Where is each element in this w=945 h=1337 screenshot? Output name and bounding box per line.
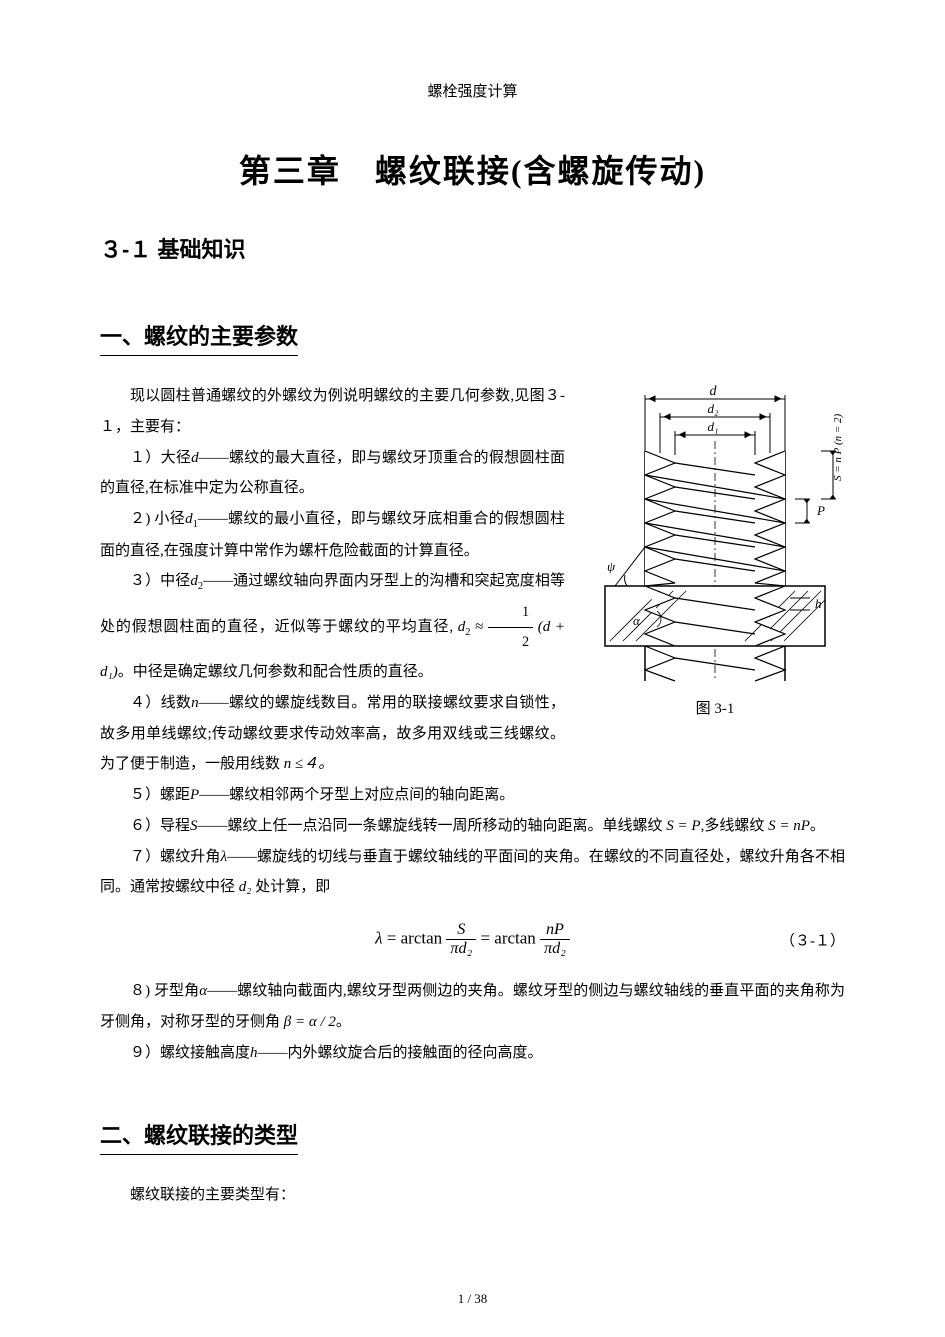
p3-f-den: 2 xyxy=(488,628,533,657)
eq-lambda: λ xyxy=(375,929,382,948)
figure-caption: 图 3-1 xyxy=(585,697,845,718)
p4-prefix: ４）线数 xyxy=(130,695,191,711)
svg-text:ψ: ψ xyxy=(607,559,616,574)
p6-var: S xyxy=(190,818,198,834)
equation-3-1: λ = arctan Sπd₂ = arctan nPπd₂ （３-１） xyxy=(100,921,845,958)
svg-text:d₂: d₂ xyxy=(707,401,719,416)
p5-prefix: ５）螺距 xyxy=(130,787,190,803)
p1-var: d xyxy=(191,450,199,466)
p9-var: h xyxy=(250,1045,258,1061)
thread-diagram-svg: d d₂ d₁ xyxy=(585,381,845,691)
p7-var2: d₂ xyxy=(235,879,255,895)
param-9: ９）螺纹接触高度h——内外螺纹旋合后的接触面的径向高度。 xyxy=(100,1038,845,1069)
param-5: ５）螺距P——螺纹相邻两个牙型上对应点间的轴向距离。 xyxy=(100,780,845,811)
p6-prefix: ６）导程 xyxy=(130,818,190,834)
page-header: 螺栓强度计算 xyxy=(100,80,845,101)
param-7: ７）螺纹升角λ——螺旋线的切线与垂直于螺纹轴线的平面间的夹角。在螺纹的不同直径处… xyxy=(100,842,845,904)
p3-f-sub: 2 xyxy=(465,627,470,638)
eq-f2n: nP xyxy=(540,921,570,940)
p3-tail: 。中径是确定螺纹几何参数和配合性质的直径。 xyxy=(118,664,433,680)
eq-arctan1: arctan xyxy=(401,929,443,948)
p7-tail: 处计算，即 xyxy=(255,879,330,895)
p4-var: n xyxy=(191,695,199,711)
p3-var: d xyxy=(190,573,198,589)
subsection-2: 二、螺纹联接的类型 xyxy=(100,1093,845,1180)
eq-f1d: πd₂ xyxy=(446,940,476,958)
p2-var: d xyxy=(185,511,193,527)
content-area: d d₂ d₁ xyxy=(100,381,845,1068)
p7-prefix: ７）螺纹升角 xyxy=(130,849,220,865)
p5-var: P xyxy=(190,787,199,803)
p9-body: ——内外螺纹旋合后的接触面的径向高度。 xyxy=(258,1045,543,1061)
figure-3-1: d d₂ d₁ xyxy=(585,381,845,718)
p3-f-approx: ≈ xyxy=(475,619,483,635)
svg-text:d₁: d₁ xyxy=(707,419,718,434)
param-6: ６）导程S——螺纹上任一点沿同一条螺旋线转一周所移动的轴向距离。单线螺纹 S =… xyxy=(100,811,845,842)
p9-prefix: ９）螺纹接触高度 xyxy=(130,1045,250,1061)
page-footer: 1 / 38 xyxy=(0,1291,945,1307)
p3-prefix: ３）中径 xyxy=(130,573,190,589)
p5-body: ——螺纹相邻两个牙型上对应点间的轴向距离。 xyxy=(199,787,514,803)
p6-tail: 。 xyxy=(810,818,825,834)
p8-body: ——螺纹轴向截面内,螺纹牙型两侧边的夹角。螺纹牙型的侧边与螺纹轴线的垂直平面的夹… xyxy=(100,983,845,1030)
sub2-intro: 螺纹联接的主要类型有： xyxy=(100,1180,845,1211)
subsection-2-title: 二、螺纹联接的类型 xyxy=(100,1118,298,1155)
p4-tail: n ≤４。 xyxy=(280,756,333,772)
p6-mid: ,多线螺纹 xyxy=(701,818,765,834)
p3-f-num: 1 xyxy=(488,598,533,628)
p8-prefix: ８) 牙型角 xyxy=(130,983,199,999)
param-8: ８) 牙型角α——螺纹轴向截面内,螺纹牙型两侧边的夹角。螺纹牙型的侧边与螺纹轴线… xyxy=(100,976,845,1038)
svg-text:h: h xyxy=(815,596,822,611)
eq-arctan2: arctan xyxy=(494,929,536,948)
chapter-title: 第三章 螺纹联接(含螺旋传动) xyxy=(100,146,845,192)
p6-body: ——螺纹上任一点沿同一条螺旋线转一周所移动的轴向距离。单线螺纹 xyxy=(198,818,663,834)
svg-text:P: P xyxy=(816,503,825,518)
section-number: ３-１ 基础知识 xyxy=(100,232,845,264)
svg-text:d: d xyxy=(710,384,718,399)
eq-f1n: S xyxy=(446,921,476,940)
p8-tail: 。 xyxy=(336,1014,351,1030)
eq-number: （３-１） xyxy=(780,929,845,950)
p6-eq1: S = P xyxy=(663,818,701,834)
p6-eq2: S = nP xyxy=(764,818,810,834)
subsection-1: 一、螺纹的主要参数 xyxy=(100,294,845,381)
p1-prefix: １）大径 xyxy=(130,450,191,466)
p8-var: α xyxy=(199,983,207,999)
eq-f2d: πd₂ xyxy=(540,940,570,958)
svg-text:S = n P (n = 2): S = n P (n = 2) xyxy=(832,413,844,481)
p2-prefix: ２) 小径 xyxy=(130,511,185,527)
subsection-1-title: 一、螺纹的主要参数 xyxy=(100,319,298,356)
svg-text:α: α xyxy=(633,613,641,628)
p8-eq: β = α / 2 xyxy=(280,1014,336,1030)
